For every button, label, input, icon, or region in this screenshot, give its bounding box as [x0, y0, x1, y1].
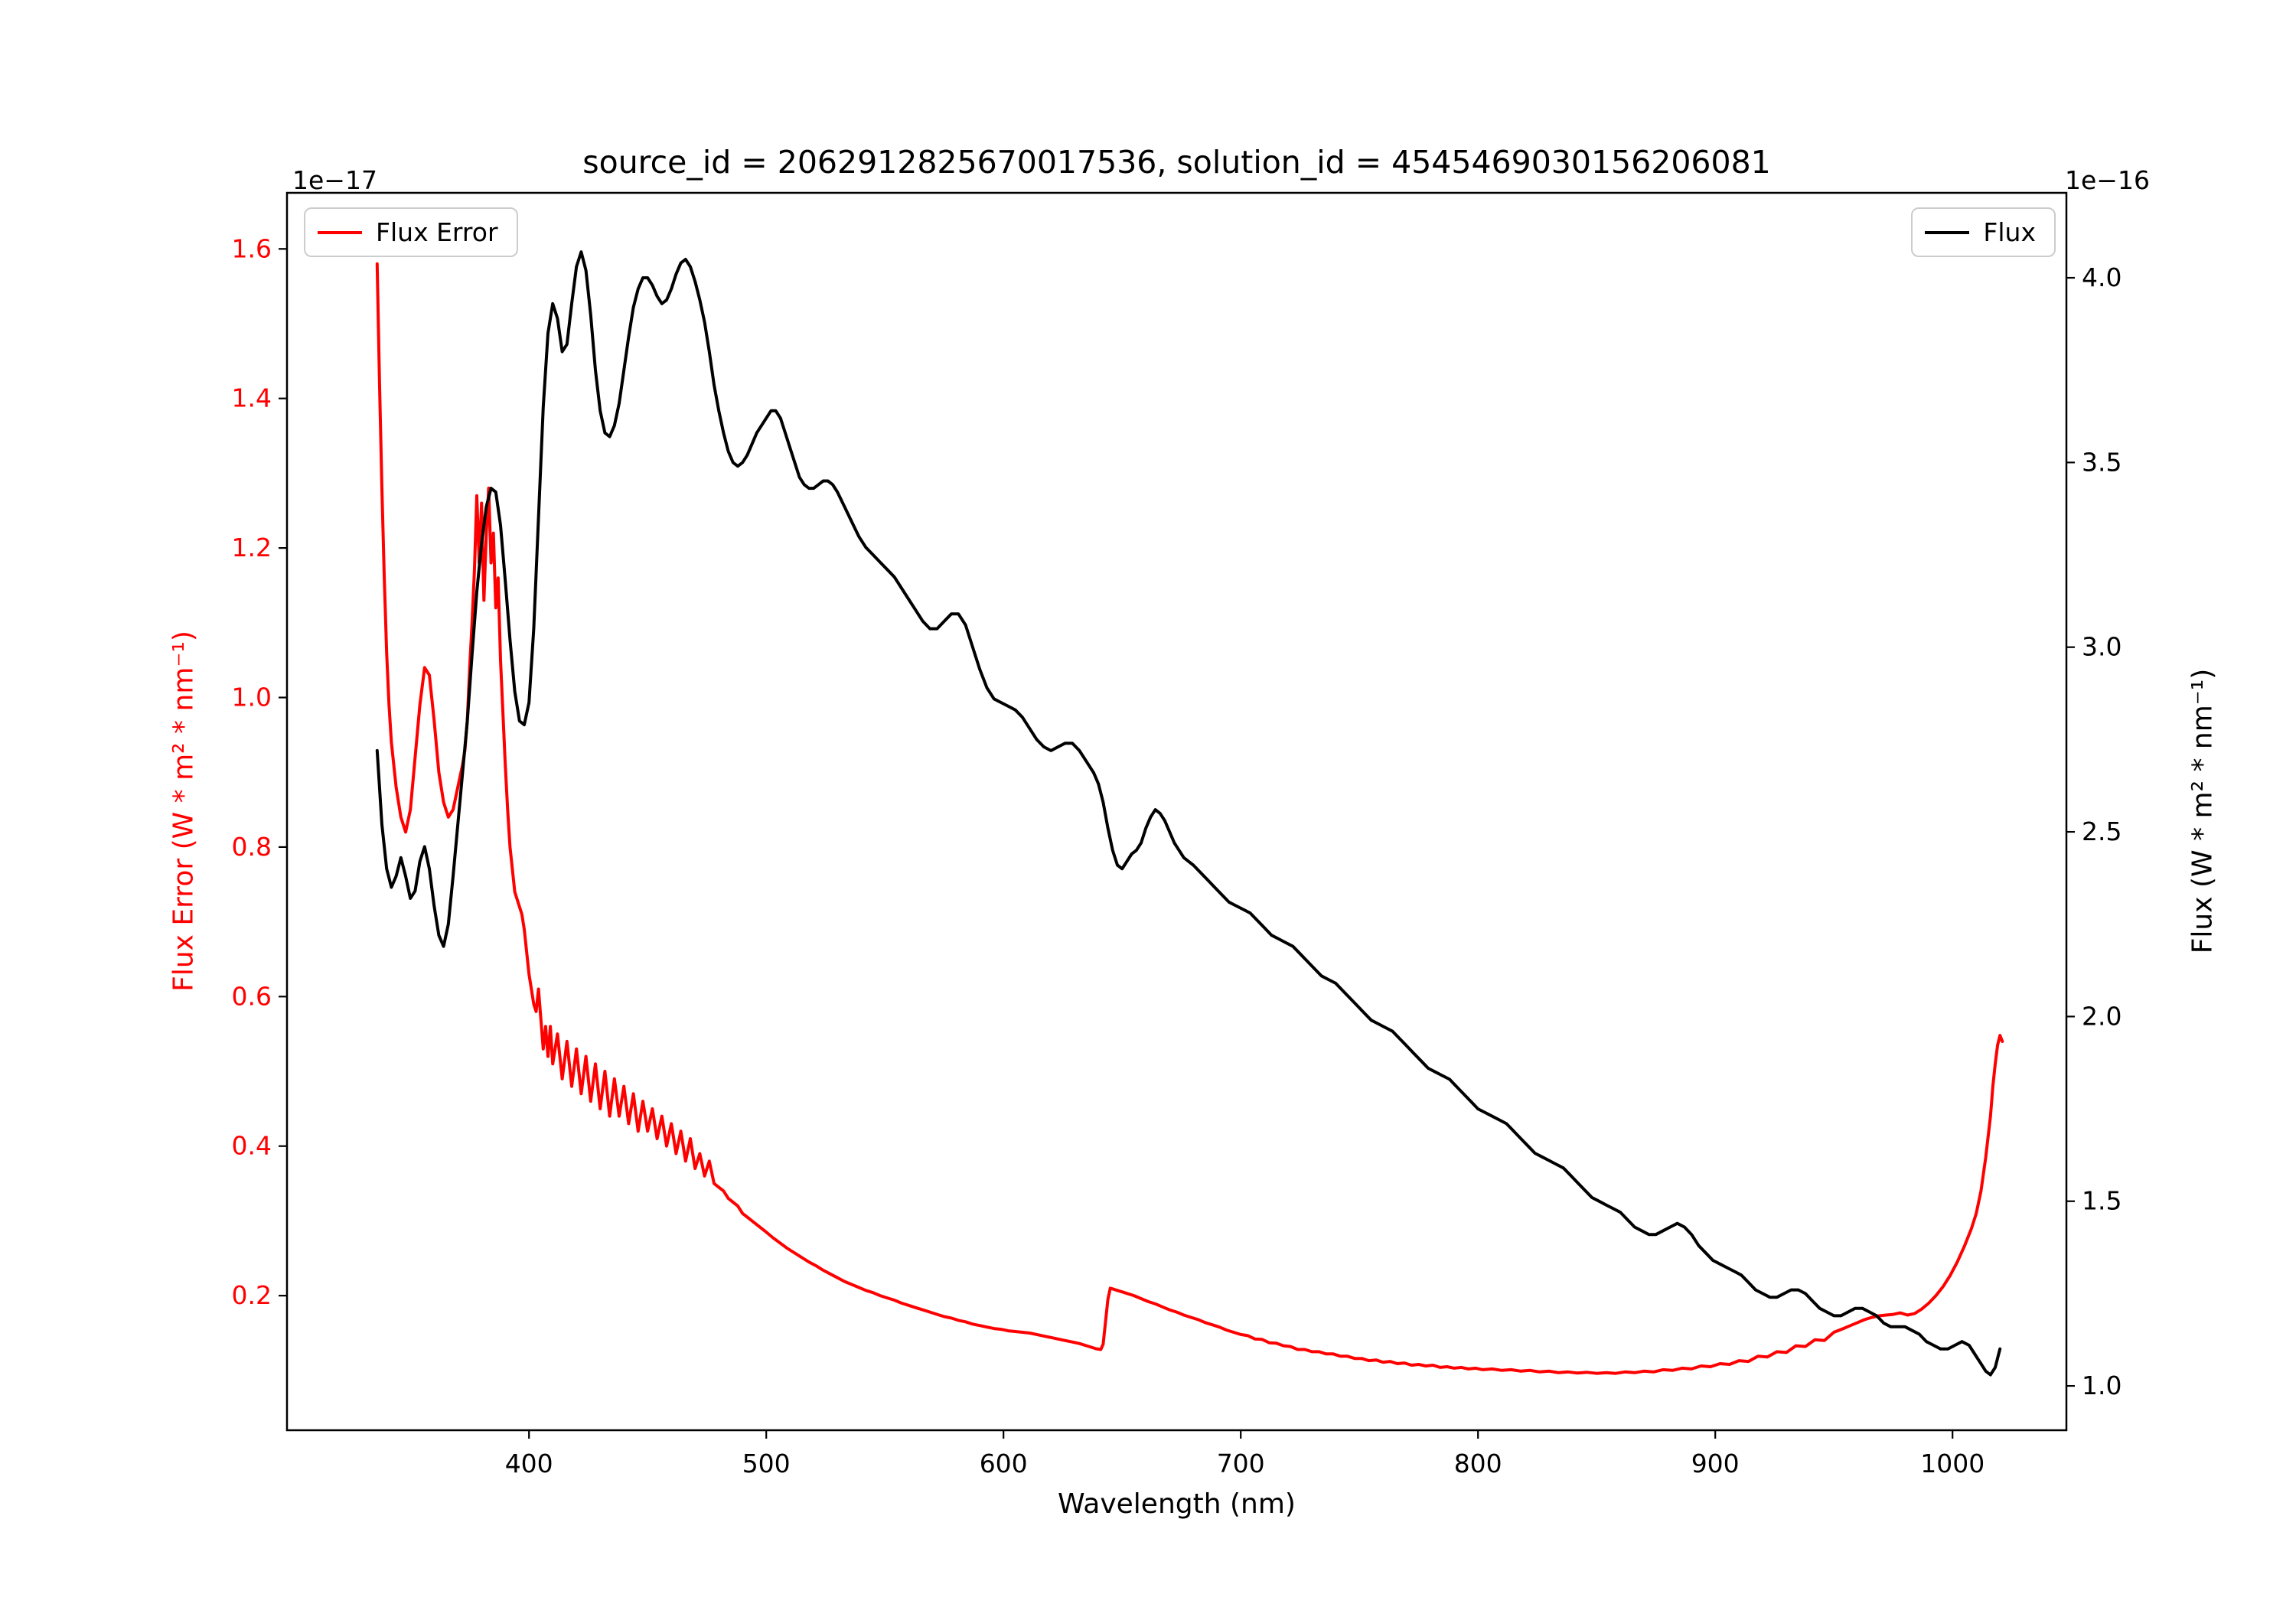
svg-text:600: 600 — [980, 1449, 1028, 1478]
x-axis-label: Wavelength (nm) — [1058, 1488, 1296, 1520]
svg-text:0.8: 0.8 — [232, 832, 272, 862]
legend-flux-error: Flux Error — [304, 207, 518, 257]
svg-text:1.6: 1.6 — [232, 233, 272, 263]
y-axis-label-right: Flux (W * m² * nm⁻¹) — [2187, 668, 2219, 954]
legend-flux-label: Flux — [1983, 217, 2036, 247]
svg-text:1.2: 1.2 — [232, 533, 272, 562]
chart-title: source_id = 2062912825670017536, solutio… — [582, 144, 1771, 181]
svg-text:1.4: 1.4 — [232, 383, 272, 413]
svg-text:0.6: 0.6 — [232, 981, 272, 1011]
legend-flux-error-label: Flux Error — [376, 217, 498, 247]
x-axis-ticks: 400 500 600 700 800 900 1000 — [505, 1430, 1985, 1478]
y-left-ticks: 0.2 0.4 0.6 0.8 1.0 1.2 1.4 1.6 — [232, 233, 287, 1310]
svg-text:2.0: 2.0 — [2082, 1001, 2122, 1031]
flux-error-line — [375, 262, 2004, 1375]
y-right-offset-text: 1e−16 — [2065, 165, 2150, 195]
svg-text:3.5: 3.5 — [2082, 447, 2122, 477]
svg-text:1000: 1000 — [1920, 1449, 1985, 1478]
y-right-ticks: 1.0 1.5 2.0 2.5 3.0 3.5 4.0 — [2066, 262, 2122, 1400]
svg-text:400: 400 — [505, 1449, 553, 1478]
svg-text:1.0: 1.0 — [232, 683, 272, 712]
svg-text:800: 800 — [1454, 1449, 1502, 1478]
svg-text:1.0: 1.0 — [2082, 1371, 2122, 1400]
svg-text:900: 900 — [1691, 1449, 1740, 1478]
svg-text:4.0: 4.0 — [2082, 262, 2122, 292]
svg-text:700: 700 — [1217, 1449, 1265, 1478]
y-axis-label-left: Flux Error (W * m² * nm⁻¹) — [168, 631, 200, 992]
svg-text:0.2: 0.2 — [232, 1280, 272, 1310]
flux-line — [375, 250, 2002, 1377]
y-left-offset-text: 1e−17 — [292, 165, 377, 195]
legend-flux: Flux — [1911, 207, 2056, 257]
svg-text:2.5: 2.5 — [2082, 817, 2122, 846]
svg-text:3.0: 3.0 — [2082, 632, 2122, 662]
flux-error-line-sample — [318, 230, 362, 234]
flux-line-sample — [1925, 230, 1970, 234]
svg-text:0.4: 0.4 — [232, 1131, 272, 1161]
svg-text:500: 500 — [742, 1449, 791, 1478]
svg-text:1.5: 1.5 — [2082, 1186, 2122, 1216]
plot-border — [285, 191, 2068, 1432]
